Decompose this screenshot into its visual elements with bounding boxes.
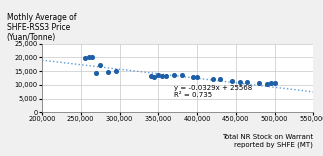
Point: [194, 75, 200, 78]
Point: [105, 71, 110, 73]
Point: [82, 57, 87, 59]
Point: [210, 78, 215, 80]
Point: [86, 56, 91, 59]
Point: [156, 74, 161, 76]
Point: [163, 75, 169, 77]
Point: [272, 82, 277, 85]
Point: [148, 75, 153, 77]
Text: Mothly Average of
SHFE-RSS3 Price
(Yuan/Tonne): Mothly Average of SHFE-RSS3 Price (Yuan/…: [7, 12, 76, 42]
Text: y = -0.0329x + 25568
R² = 0.735: y = -0.0329x + 25568 R² = 0.735: [174, 85, 252, 98]
Point: [152, 76, 157, 79]
Point: [98, 64, 103, 66]
Point: [113, 70, 118, 72]
Point: [191, 76, 196, 78]
Point: [245, 81, 250, 84]
Point: [90, 56, 95, 58]
Point: [94, 72, 99, 75]
Point: [160, 75, 165, 77]
Text: Total NR Stock on Warrant
reported by SHFE (MT): Total NR Stock on Warrant reported by SH…: [222, 134, 313, 148]
Point: [179, 74, 184, 76]
Point: [268, 82, 273, 85]
Point: [264, 83, 269, 85]
Point: [171, 74, 176, 76]
Point: [256, 82, 262, 85]
Point: [237, 80, 242, 83]
Point: [229, 80, 234, 82]
Point: [218, 78, 223, 80]
